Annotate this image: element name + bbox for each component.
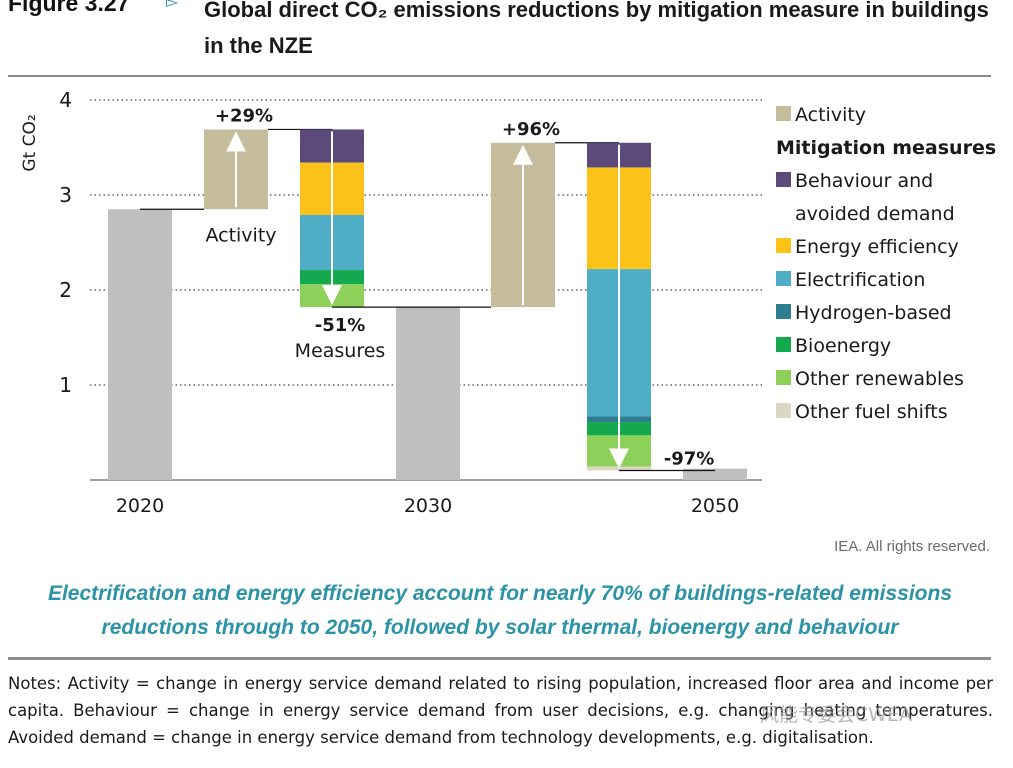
legend-swatch-electrification	[776, 271, 791, 286]
total-bar-2050	[683, 468, 747, 480]
x-tick-label: 2020	[116, 495, 164, 517]
figure-notes: Notes: Activity = change in energy servi…	[8, 674, 993, 747]
legend-label: Electrification	[795, 269, 925, 291]
figure-header: Figure 3.27 ▻ Global direct CO₂ emission…	[8, 0, 998, 70]
legend-label: Hydrogen-based	[795, 302, 952, 324]
legend-swatch-behaviour-and-avoided-demand	[776, 172, 791, 187]
y-tick-label: 4	[59, 88, 72, 112]
legend-swatch-energy-efficiency	[776, 238, 791, 253]
triangle-right-icon: ▻	[166, 0, 179, 11]
legend-swatch-hydrogen-based	[776, 304, 791, 319]
step-annotation: -97%	[664, 449, 715, 470]
step-annotation: -51%	[315, 315, 366, 336]
total-bar-2020	[108, 209, 172, 480]
y-tick-label: 2	[59, 278, 72, 302]
legend-label: Energy efficiency	[795, 236, 959, 258]
step-annotation: +96%	[502, 119, 560, 140]
legend-label: Behaviour and	[795, 170, 933, 192]
legend-label: Activity	[795, 104, 866, 126]
y-tick-label: 3	[59, 183, 72, 207]
total-bar-2030	[396, 307, 460, 480]
legend-label: Other fuel shifts	[795, 401, 948, 423]
legend-swatch-other-renewables	[776, 370, 791, 385]
y-axis-label: Gt CO₂	[20, 114, 40, 171]
figure-subtitle: Electrification and energy efficiency ac…	[47, 582, 953, 639]
legend-label: avoided demand	[795, 203, 955, 225]
figure-number: Figure 3.27	[8, 0, 130, 16]
step-annotation: +29%	[215, 105, 273, 126]
legend-swatch-activity	[776, 106, 791, 121]
legend-heading: Mitigation measures	[776, 137, 996, 159]
segment-other-fuel-shifts	[587, 466, 651, 471]
watermark: 风能专委会CWEA	[760, 704, 913, 726]
header-divider	[8, 75, 991, 77]
legend-label: Other renewables	[795, 368, 964, 390]
x-tick-label: 2050	[691, 495, 739, 517]
x-tick-label: 2030	[404, 495, 452, 517]
y-tick-label: 1	[59, 373, 72, 397]
waterfall-chart: 1 2 3 4 Gt CO₂ 2020 2030 2050 +29% Activity -51% Me…	[20, 88, 996, 517]
legend-swatch-other-fuel-shifts	[776, 403, 791, 418]
step-label: Measures	[295, 340, 386, 362]
copyright-credit: IEA. All rights reserved.	[834, 538, 990, 555]
legend-label: Bioenergy	[795, 335, 891, 357]
legend-swatch-bioenergy	[776, 337, 791, 352]
notes-divider	[8, 657, 991, 660]
step-label: Activity	[205, 224, 276, 246]
figure-title: Global direct CO₂ emissions reductions b…	[204, 0, 989, 58]
